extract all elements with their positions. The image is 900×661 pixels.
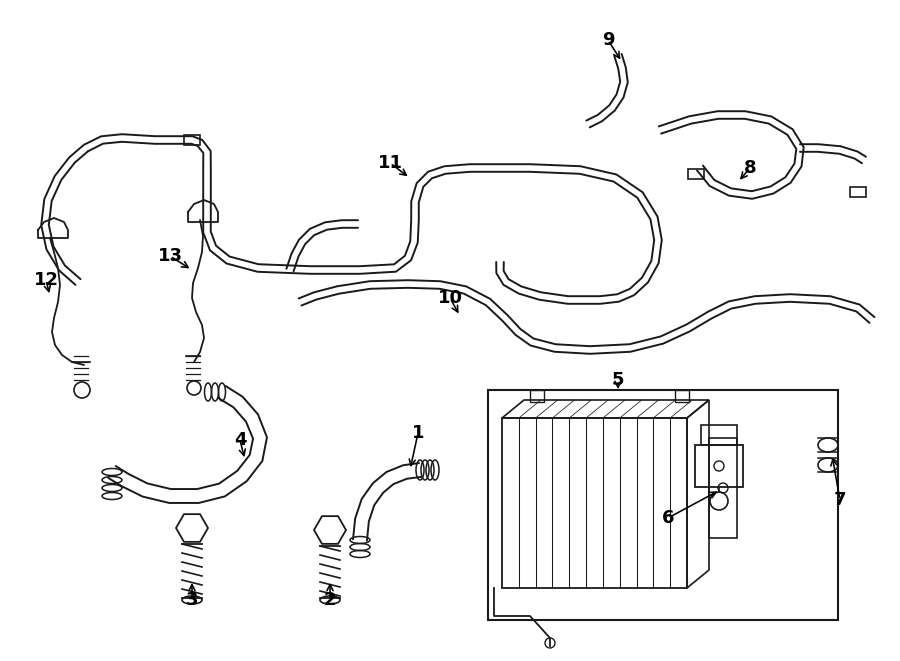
Text: 10: 10 [437,289,463,307]
Text: 5: 5 [612,371,625,389]
Text: 6: 6 [662,509,674,527]
Bar [709,438,737,538]
Bar [530,390,544,402]
Bar [184,135,200,145]
Bar [675,390,689,402]
Bar [701,425,737,445]
Text: 2: 2 [324,591,337,609]
Bar [695,445,743,487]
Text: 4: 4 [234,431,247,449]
Text: 11: 11 [377,154,402,172]
Text: 13: 13 [158,247,183,265]
Bar [688,169,704,179]
Text: 1: 1 [412,424,424,442]
Bar [850,187,866,197]
Text: 8: 8 [743,159,756,177]
Text: 9: 9 [602,31,614,49]
Bar [502,418,687,588]
Text: 7: 7 [833,491,846,509]
Text: 3: 3 [185,591,198,609]
Text: 12: 12 [33,271,58,289]
Bar [488,390,838,620]
